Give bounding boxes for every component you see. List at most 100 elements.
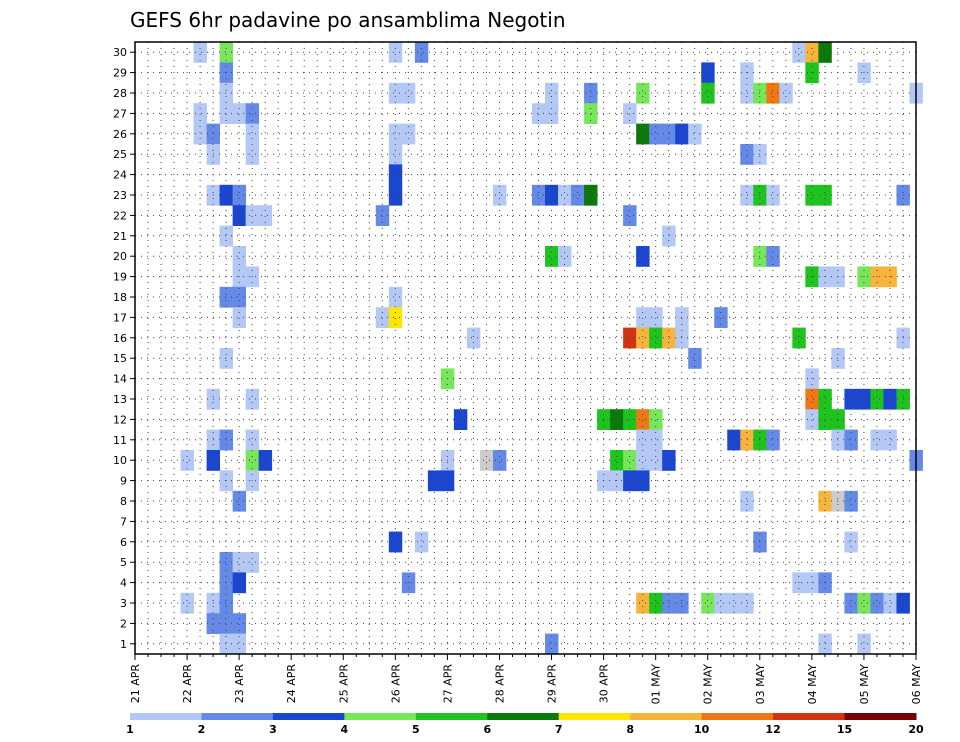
colorbar-swatch	[130, 713, 202, 720]
heatmap-cell	[636, 82, 650, 104]
heatmap-cell	[766, 82, 780, 104]
heatmap-cell	[532, 103, 546, 124]
y-tick-label: 4	[120, 577, 127, 590]
heatmap-cell	[623, 205, 637, 226]
heatmap-cell	[245, 429, 260, 451]
heatmap-cell	[740, 184, 754, 206]
heatmap-cell	[219, 42, 234, 63]
x-tick-label: 03 MAY	[754, 664, 767, 705]
heatmap-cell	[649, 592, 663, 614]
heatmap-cell	[714, 307, 728, 328]
heatmap-cell	[232, 286, 247, 308]
heatmap-cell	[571, 184, 585, 206]
heatmap-cell	[219, 552, 234, 573]
y-tick-label: 14	[113, 373, 127, 386]
heatmap-cell	[388, 144, 403, 165]
heatmap-cell	[584, 184, 598, 206]
heatmap-cell	[219, 225, 234, 247]
colorbar-label: 6	[483, 723, 491, 736]
heatmap-cell	[245, 144, 260, 165]
heatmap-cell	[740, 592, 754, 614]
colorbar-label: 4	[341, 723, 349, 736]
heatmap-cell	[388, 286, 403, 308]
heatmap-cell	[636, 123, 650, 145]
heatmap-cell	[636, 246, 650, 267]
heatmap-cell	[245, 450, 260, 471]
heatmap-cell	[479, 450, 494, 471]
heatmap-cell	[883, 592, 897, 614]
x-tick-label: 23 APR	[233, 664, 246, 704]
heatmap-cell	[193, 103, 207, 124]
heatmap-cell	[805, 388, 819, 410]
heatmap-cell	[805, 42, 819, 63]
heatmap-cell	[584, 82, 598, 104]
heatmap-cell	[466, 327, 481, 349]
heatmap-cell	[245, 103, 260, 124]
heatmap-cell	[232, 552, 247, 573]
y-tick-label: 24	[113, 169, 127, 182]
heatmap-cell	[232, 246, 247, 267]
y-tick-label: 7	[120, 515, 127, 528]
heatmap-cell	[258, 205, 273, 226]
y-tick-label: 30	[113, 46, 127, 59]
heatmap-cell	[232, 490, 247, 512]
heatmap-cell	[623, 327, 637, 349]
heatmap-cell	[831, 490, 845, 512]
heatmap-cell	[636, 592, 650, 614]
heatmap-cell	[232, 184, 247, 206]
heatmap-cell	[388, 307, 403, 328]
y-tick-label: 27	[113, 107, 127, 120]
heatmap-cell	[636, 429, 650, 451]
x-tick-label: 22 APR	[181, 664, 194, 704]
heatmap-cell	[662, 123, 676, 145]
heatmap-cell	[714, 592, 728, 614]
heatmap-cell	[219, 592, 234, 614]
heatmap-cell	[662, 450, 676, 471]
heatmap-cell	[870, 388, 884, 410]
colorbar-label: 10	[694, 723, 710, 736]
heatmap-cell	[844, 592, 858, 614]
heatmap-cell	[844, 531, 858, 553]
heatmap-cell	[649, 123, 663, 145]
colorbar-swatch	[701, 713, 774, 720]
x-tick-label: 01 MAY	[650, 664, 663, 705]
heatmap-cell	[870, 592, 884, 614]
y-tick-label: 15	[113, 352, 127, 365]
colorbar-label: 7	[555, 723, 563, 736]
heatmap-cell	[649, 450, 663, 471]
heatmap-cell	[388, 531, 403, 553]
y-tick-label: 16	[113, 332, 127, 345]
heatmap-cell	[636, 307, 650, 328]
heatmap-cell	[232, 103, 247, 124]
heatmap-cell	[219, 348, 234, 369]
heatmap-cell	[180, 592, 194, 614]
heatmap-cell	[649, 307, 663, 328]
colorbar-label: 20	[908, 723, 924, 736]
x-tick-label: 25 APR	[337, 664, 350, 704]
heatmap-cell	[844, 388, 858, 410]
colorbar-swatch	[844, 713, 917, 720]
colorbar: 1 2 3 4 5 6 7 8 10 12 15 20	[126, 713, 924, 736]
y-tick-label: 13	[113, 393, 127, 406]
heatmap-cell	[662, 327, 676, 349]
colorbar-swatch	[272, 713, 345, 720]
heatmap-cell	[558, 184, 572, 206]
heatmap-cell	[245, 388, 260, 410]
heatmap-cell	[388, 82, 403, 104]
heatmap-cell	[740, 490, 754, 512]
colorbar-swatch	[773, 713, 846, 720]
heatmap-cell	[766, 184, 780, 206]
x-tick-label: 04 MAY	[806, 664, 819, 705]
colorbar-swatch	[201, 713, 274, 720]
heatmap-cell	[232, 205, 247, 226]
x-tick-label: 30 APR	[598, 664, 611, 704]
heatmap-cell	[727, 592, 741, 614]
heatmap-cell	[532, 184, 546, 206]
heatmap-cell	[245, 552, 260, 573]
heatmap-cell	[766, 246, 780, 267]
heatmap-cell	[258, 450, 273, 471]
y-tick-label: 8	[120, 495, 127, 508]
heatmap-cell	[492, 450, 507, 471]
heatmap-cell	[831, 409, 845, 430]
colorbar-swatch	[344, 713, 417, 720]
